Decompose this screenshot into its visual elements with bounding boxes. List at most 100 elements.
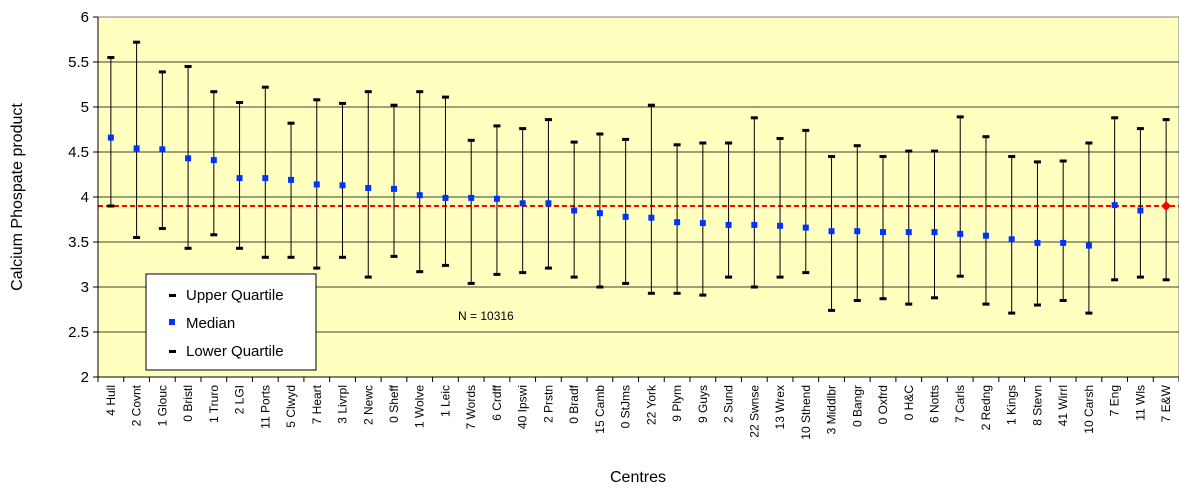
x-tick-label: 10 Sthend [799,385,813,440]
x-tick-label: 2 Redng [979,385,993,430]
x-tick-label: 3 Middlbr [825,385,839,434]
x-tick-label: 0 Sheff [387,384,401,422]
lower-quartile-marker [416,270,424,274]
median-marker [802,224,809,231]
median-marker [262,175,269,182]
x-tick-label: 7 Carls [953,385,967,423]
y-tick-label: 3 [81,279,89,296]
upper-quartile-marker [416,90,424,94]
x-tick-label: 0 Bristl [181,385,195,422]
median-marker [1111,202,1118,209]
lower-quartile-marker [544,266,552,270]
x-tick-label: 40 Ipswi [516,385,530,429]
y-tick-label: 5.5 [68,54,89,71]
median-marker [185,155,192,162]
lower-quartile-marker [261,255,269,259]
median-marker [648,214,655,221]
x-tick-label: 1 Wolve [413,385,427,428]
x-tick-label: 6 Notts [927,385,941,423]
x-tick-label: 1 Truro [207,385,221,423]
upper-quartile-marker [158,70,166,74]
lower-quartile-marker [699,293,707,297]
y-tick-label: 4 [81,189,89,206]
data-marks [107,40,1172,315]
upper-quartile-marker [1136,127,1144,131]
lower-quartile-marker [236,246,244,250]
upper-quartile-marker [519,127,527,131]
upper-quartile-marker [1085,141,1093,145]
x-tick-label: 6 Crdff [490,384,504,420]
lower-quartile-marker [1111,278,1119,282]
upper-quartile-marker [622,137,630,141]
x-tick-label: 2 Sund [722,385,736,423]
upper-quartile-marker [725,141,733,145]
x-tick-label: 2 Newc [361,385,375,425]
lower-quartile-marker [107,204,115,208]
x-tick-label: 7 Eng [1108,385,1122,416]
median-marker [159,146,166,153]
upper-quartile-marker [184,65,192,68]
median-marker [133,145,140,152]
lower-quartile-marker [467,281,475,285]
y-tick-label: 2 [81,369,89,386]
lower-quartile-marker [853,299,861,302]
median-marker [571,207,578,214]
upper-quartile-marker [236,101,244,104]
lower-quartile-marker [184,246,192,250]
median-marker [1137,207,1144,214]
upper-quartile-marker [699,141,707,145]
median-marker [1085,242,1092,249]
x-tick-label: 9 Plym [670,385,684,422]
median-marker [1008,236,1015,243]
lower-quartile-marker [802,271,810,275]
median-marker [210,157,217,164]
upper-quartile-marker [853,144,861,148]
median-marker [390,185,397,192]
median-marker [416,192,423,199]
x-tick-label: 9 Guys [696,385,710,423]
median-marker [751,221,758,228]
median-marker [107,134,114,141]
x-tick-label: 0 Bangr [850,385,864,427]
upper-quartile-marker [828,155,836,158]
lower-quartile-marker [956,274,964,278]
x-tick-label: 10 Carsh [1082,385,1096,434]
median-marker [957,230,964,237]
lower-quartile-marker [596,285,604,289]
lower-quartile-marker [1162,278,1170,282]
legend-label-lower-quartile: Lower Quartile [186,343,284,360]
lower-quartile-marker [493,272,501,276]
lower-quartile-marker [1008,311,1016,315]
lower-quartile-marker [1059,299,1067,302]
lower-quartile-marker [673,291,681,295]
legend-marker-lower-quartile [169,350,176,353]
upper-quartile-marker [956,115,964,119]
legend-marker-upper-quartile [169,294,176,297]
x-tick-label: 0 Bradf [567,384,581,423]
upper-quartile-marker [1059,159,1067,163]
upper-quartile-marker [982,135,990,139]
lower-quartile-marker [133,236,141,239]
x-tick-label: 0 Oxfrd [876,385,890,424]
upper-quartile-marker [879,155,887,158]
upper-quartile-marker [930,149,938,153]
y-tick-label: 4.5 [68,144,89,161]
lower-quartile-marker [750,285,758,289]
median-marker-highlight [1161,201,1172,211]
median-marker [339,182,346,189]
legend-label-upper-quartile: Upper Quartile [186,287,284,304]
upper-quartile-marker [596,132,604,136]
lower-quartile-marker [1136,275,1144,279]
lower-quartile-marker [210,233,218,237]
y-tick-label: 3.5 [68,234,89,251]
x-tick-label: 22 Swnse [747,385,761,438]
lower-quartile-marker [570,275,578,279]
lower-quartile-marker [158,227,166,230]
x-tick-label: 2 LGI [233,385,247,414]
median-marker [854,228,861,235]
upper-quartile-marker [467,138,475,142]
upper-quartile-marker [905,149,913,153]
median-marker [468,194,475,201]
